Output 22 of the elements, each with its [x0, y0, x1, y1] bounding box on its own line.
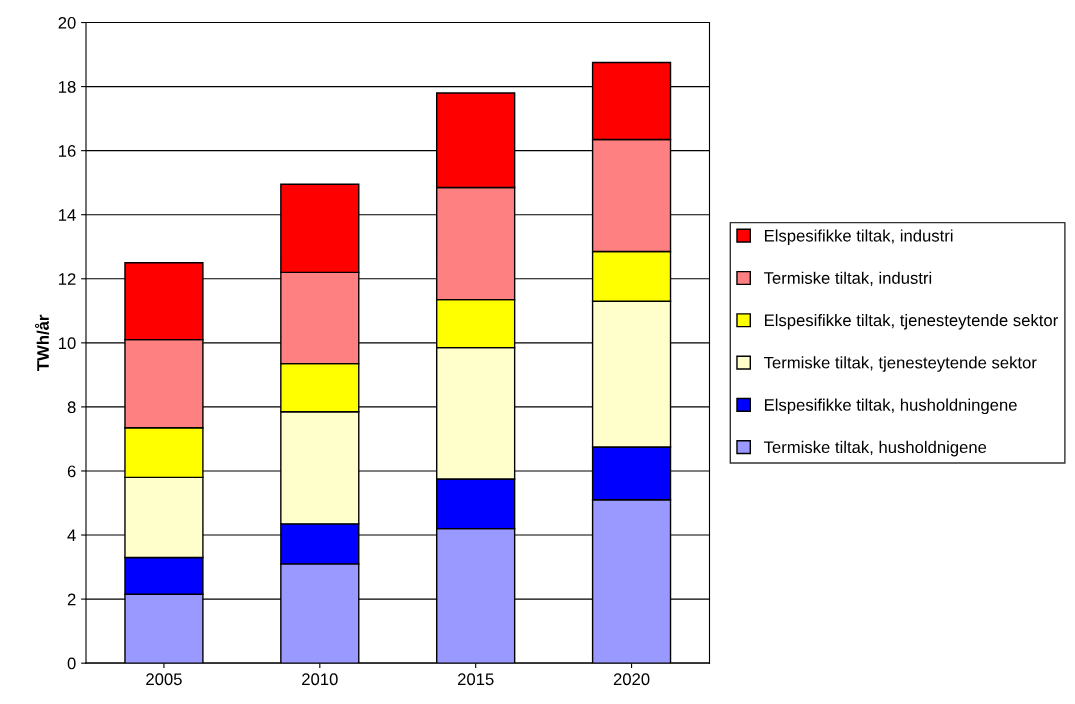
y-tick-label: 18 [59, 80, 76, 93]
y-tick-label: 12 [59, 273, 76, 285]
y-tick-label: 20 [58, 16, 76, 29]
y-tick-label: 2 [67, 593, 76, 606]
x-tick-label: 2015 [457, 673, 494, 686]
legend-label: Termiske tiltak, husholdnigene [764, 440, 987, 457]
y-tick-label: 14 [59, 209, 76, 221]
legend-label: Termiske tiltak, industri [764, 271, 932, 286]
y-tick-label: 16 [59, 145, 76, 157]
legend-label: Elspesifikke tiltak, husholdningene [765, 398, 1017, 415]
y-axis-title: TWh/år [35, 314, 50, 371]
y-tick-label: 6 [67, 465, 76, 478]
legend-label: Elspesifikke tiltak, industri [765, 229, 953, 245]
x-tick-label: 2010 [302, 673, 338, 686]
x-tick-label: 2005 [146, 673, 182, 686]
x-tick-label: 2020 [613, 673, 650, 686]
legend-label: Elspesifikke tiltak, tjenesteytende sektor [765, 313, 1058, 330]
y-tick-label: 0 [67, 657, 76, 670]
legend-label: Termiske tiltak, tjenesteytende sektor [764, 356, 1037, 372]
y-tick-label: 8 [67, 401, 76, 414]
y-tick-label: 4 [67, 529, 76, 542]
y-tick-label: 10 [59, 337, 76, 350]
